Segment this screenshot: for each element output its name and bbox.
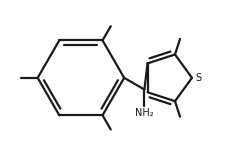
Text: NH₂: NH₂	[135, 108, 154, 118]
Text: S: S	[196, 73, 201, 83]
